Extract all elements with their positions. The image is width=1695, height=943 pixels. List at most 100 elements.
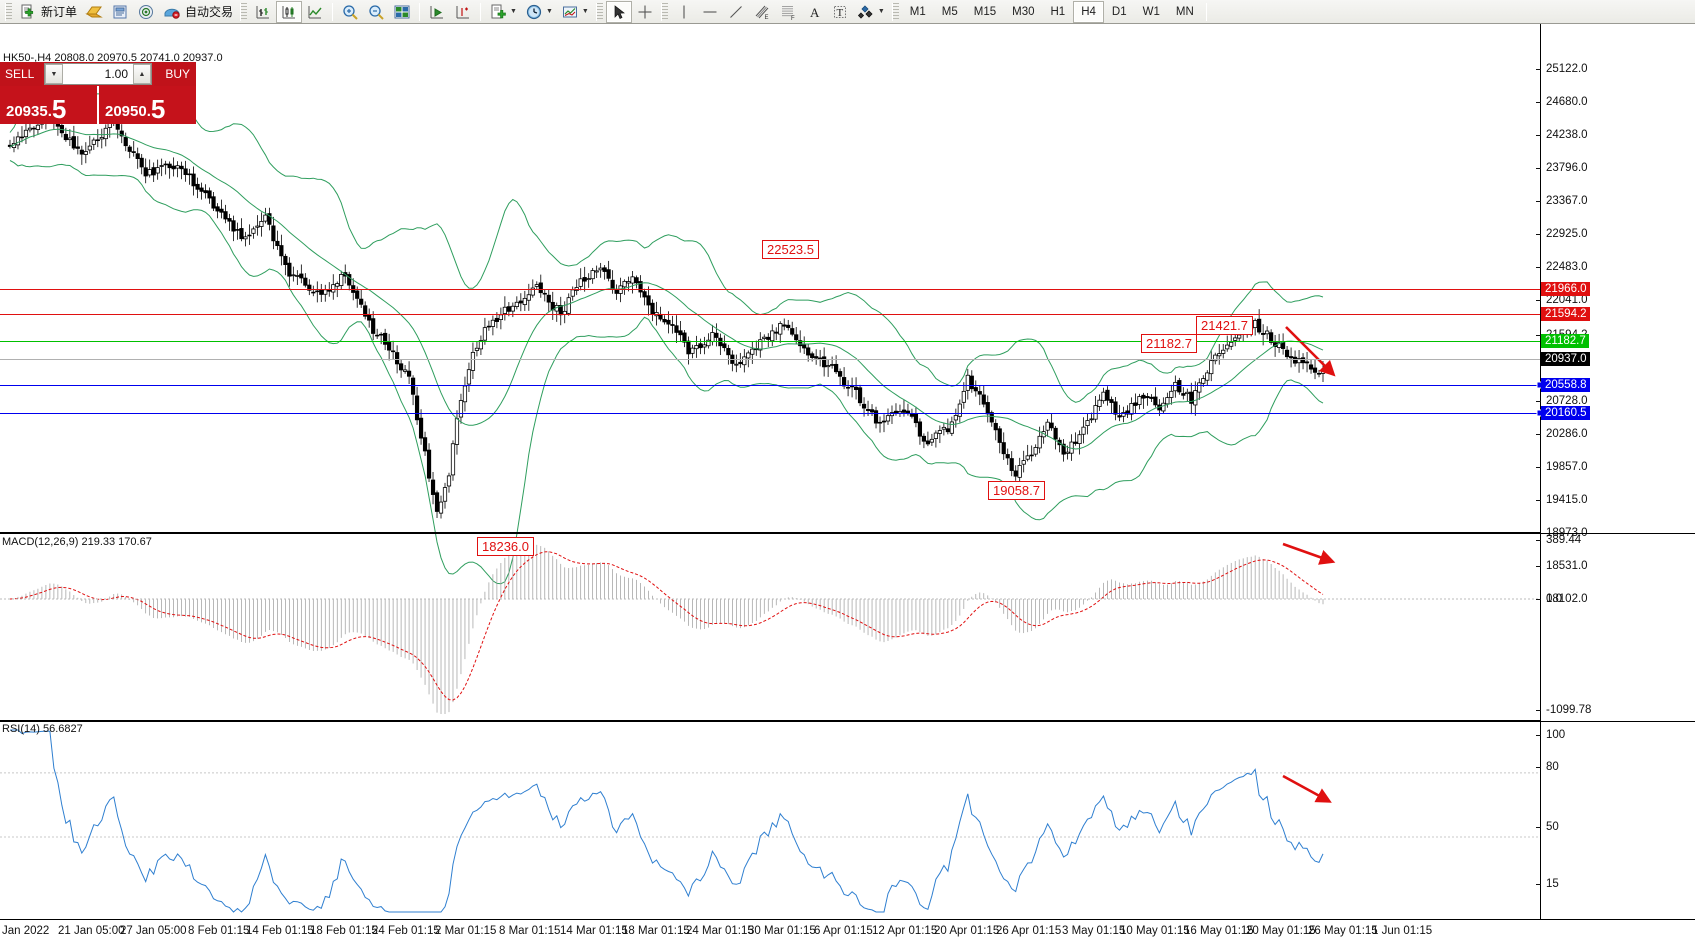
timeframe-mn[interactable]: MN: [1175, 5, 1194, 18]
cursor-icon: [610, 3, 628, 21]
order-badge-20558[interactable]: 20558.8: [1541, 378, 1590, 392]
shapes-tool-button[interactable]: ▼: [853, 1, 889, 23]
price-tick: [1536, 500, 1541, 501]
last-price-badge-20937[interactable]: 20937.0: [1541, 352, 1590, 366]
new-order-button[interactable]: 新订单: [15, 1, 81, 23]
subpanel-tick: [1536, 827, 1541, 828]
templates-icon: [561, 3, 579, 21]
timeframe-m15[interactable]: M15: [973, 5, 997, 18]
annotation-19058[interactable]: 19058.7: [988, 481, 1045, 500]
crosshair-icon: [636, 3, 654, 21]
time-tick-label: 16 May 01:15: [1184, 925, 1254, 937]
new-order-button-label: 新订单: [41, 5, 78, 19]
toolbar-drag-handle[interactable]: [595, 2, 603, 21]
chevron-down-icon[interactable]: ▼: [510, 8, 517, 15]
price-tick-label: 22041.0: [1546, 294, 1588, 306]
horizontal-line-tool-button[interactable]: [697, 1, 723, 23]
volume-decrement-button[interactable]: ▼: [45, 64, 63, 84]
toolbar-drag-handle[interactable]: [240, 2, 248, 21]
auto-scroll-button[interactable]: [424, 1, 450, 23]
toolbar-drag-handle[interactable]: [5, 2, 12, 21]
price-tick-label: 19415.0: [1546, 494, 1588, 506]
one-click-trading-panel[interactable]: SELL ▼ 1.00 ▲ BUY 20935 . 5 20950 . 5: [0, 62, 196, 124]
tile-windows-button[interactable]: [389, 1, 415, 23]
buy-price-integer: 20950: [105, 103, 147, 120]
last-price-line-20937[interactable]: [0, 359, 1540, 360]
annotation-18236[interactable]: 18236.0: [477, 537, 534, 556]
timeframe-m1[interactable]: M1: [909, 5, 926, 18]
volume-input[interactable]: 1.00: [104, 67, 128, 81]
volume-stepper[interactable]: ▼ 1.00 ▲: [44, 63, 152, 85]
text-tool-button[interactable]: A: [801, 1, 827, 23]
toolbar-drag-handle[interactable]: [660, 2, 668, 21]
metaeditor-icon: [111, 3, 129, 21]
resistance-line-21594[interactable]: [0, 314, 1540, 315]
time-axis[interactable]: Jan 2022 21 Jan 05:00 27 Jan 05:00 8 Feb 01…: [0, 919, 1695, 943]
timeframe-m30[interactable]: M30: [1012, 5, 1035, 18]
signals-button[interactable]: [133, 1, 159, 23]
price-tick-label: 25122.0: [1546, 63, 1588, 75]
order-line-20558[interactable]: [0, 385, 1540, 386]
time-tick-label: 24 Mar 01:15: [686, 925, 754, 937]
toolbar-drag-handle[interactable]: [891, 2, 899, 21]
crosshair-tool-button[interactable]: [632, 1, 658, 23]
autotrading-button[interactable]: 自动交易: [159, 1, 237, 23]
profiles-button[interactable]: [81, 1, 107, 23]
text-label-tool-button[interactable]: T: [827, 1, 853, 23]
price-axis[interactable]: 25122.0 24680.0 24238.0 23796.0 23367.0 22925…: [0, 24, 1695, 943]
time-tick-label: 14 Feb 01:15: [246, 925, 314, 937]
buy-label[interactable]: BUY: [154, 62, 196, 86]
chart-area[interactable]: 22523.5 21182.7 21421.7 19058.7 18236.0 2512…: [0, 24, 1695, 943]
annotation-22523[interactable]: 22523.5: [762, 240, 819, 259]
line-chart-button[interactable]: [302, 1, 328, 23]
trendline-tool-button[interactable]: [723, 1, 749, 23]
chevron-down-icon[interactable]: ▼: [545, 8, 553, 15]
annotation-21421[interactable]: 21421.7: [1196, 316, 1253, 335]
order-badge-20160[interactable]: 20160.5: [1541, 406, 1590, 420]
horizontal-line-icon: [701, 3, 719, 21]
buy-price-fraction: 5: [150, 94, 166, 124]
resistance-line-21966[interactable]: [0, 289, 1540, 290]
main-toolbar: 新订单 自动交易 ▼ ▼ ▼ E F A T ▼ M1 M5 M15 M30 H1 H4 D1 W1 MN: [0, 0, 1695, 24]
timeframe-m5[interactable]: M5: [941, 5, 958, 18]
chart-shift-button[interactable]: [450, 1, 476, 23]
support-badge-21182[interactable]: 21182.7: [1541, 334, 1589, 348]
chevron-down-icon[interactable]: ▼: [877, 8, 885, 15]
zoom-out-button[interactable]: [363, 1, 389, 23]
sell-price-button[interactable]: 20935 . 5: [0, 86, 97, 124]
resistance-badge-21966[interactable]: 21966.0: [1541, 282, 1590, 296]
cursor-tool-button[interactable]: [605, 0, 632, 23]
subpanel-tick: [1536, 767, 1541, 768]
metaeditor-button[interactable]: [107, 1, 133, 23]
candlestick-chart-icon: [280, 3, 298, 21]
time-tick-label: 6 Apr 01:15: [814, 925, 873, 937]
vertical-line-tool-button[interactable]: [671, 1, 697, 23]
price-tick: [1536, 267, 1541, 268]
resistance-badge-21594[interactable]: 21594.2: [1541, 307, 1590, 321]
fibonacci-tool-button[interactable]: F: [775, 1, 801, 23]
time-tick-label: 21 Jan 05:00: [58, 925, 125, 937]
trade-panel-price-row: 20935 . 5 20950 . 5: [0, 86, 196, 124]
sell-label[interactable]: SELL: [0, 62, 42, 86]
candlestick-chart-button[interactable]: [276, 0, 303, 23]
symbol-info-label: HK50-,H4 20808.0 20970.5 20741.0 20937.0: [3, 52, 223, 64]
annotation-21182[interactable]: 21182.7: [1141, 334, 1198, 353]
svg-text:F: F: [791, 16, 795, 21]
chevron-down-icon[interactable]: ▼: [581, 8, 589, 15]
templates-button[interactable]: ▼: [557, 1, 593, 23]
indicators-button[interactable]: ▼: [485, 1, 521, 23]
equidistant-channel-tool-button[interactable]: E: [749, 1, 775, 23]
support-line-21182[interactable]: [0, 341, 1540, 342]
time-tick-label: Jan 2022: [2, 925, 50, 937]
volume-increment-button[interactable]: ▲: [133, 64, 151, 84]
timeframe-h4[interactable]: H4: [1073, 0, 1104, 23]
order-line-20160[interactable]: [0, 413, 1540, 414]
periods-button[interactable]: ▼: [521, 1, 557, 23]
time-tick-label: 14 Mar 01:15: [560, 925, 628, 937]
zoom-in-button[interactable]: [337, 1, 363, 23]
timeframe-w1[interactable]: W1: [1142, 5, 1160, 18]
bar-chart-button[interactable]: [250, 1, 276, 23]
buy-price-button[interactable]: 20950 . 5: [99, 86, 196, 124]
timeframe-h1[interactable]: H1: [1050, 5, 1066, 18]
timeframe-d1[interactable]: D1: [1111, 5, 1127, 18]
